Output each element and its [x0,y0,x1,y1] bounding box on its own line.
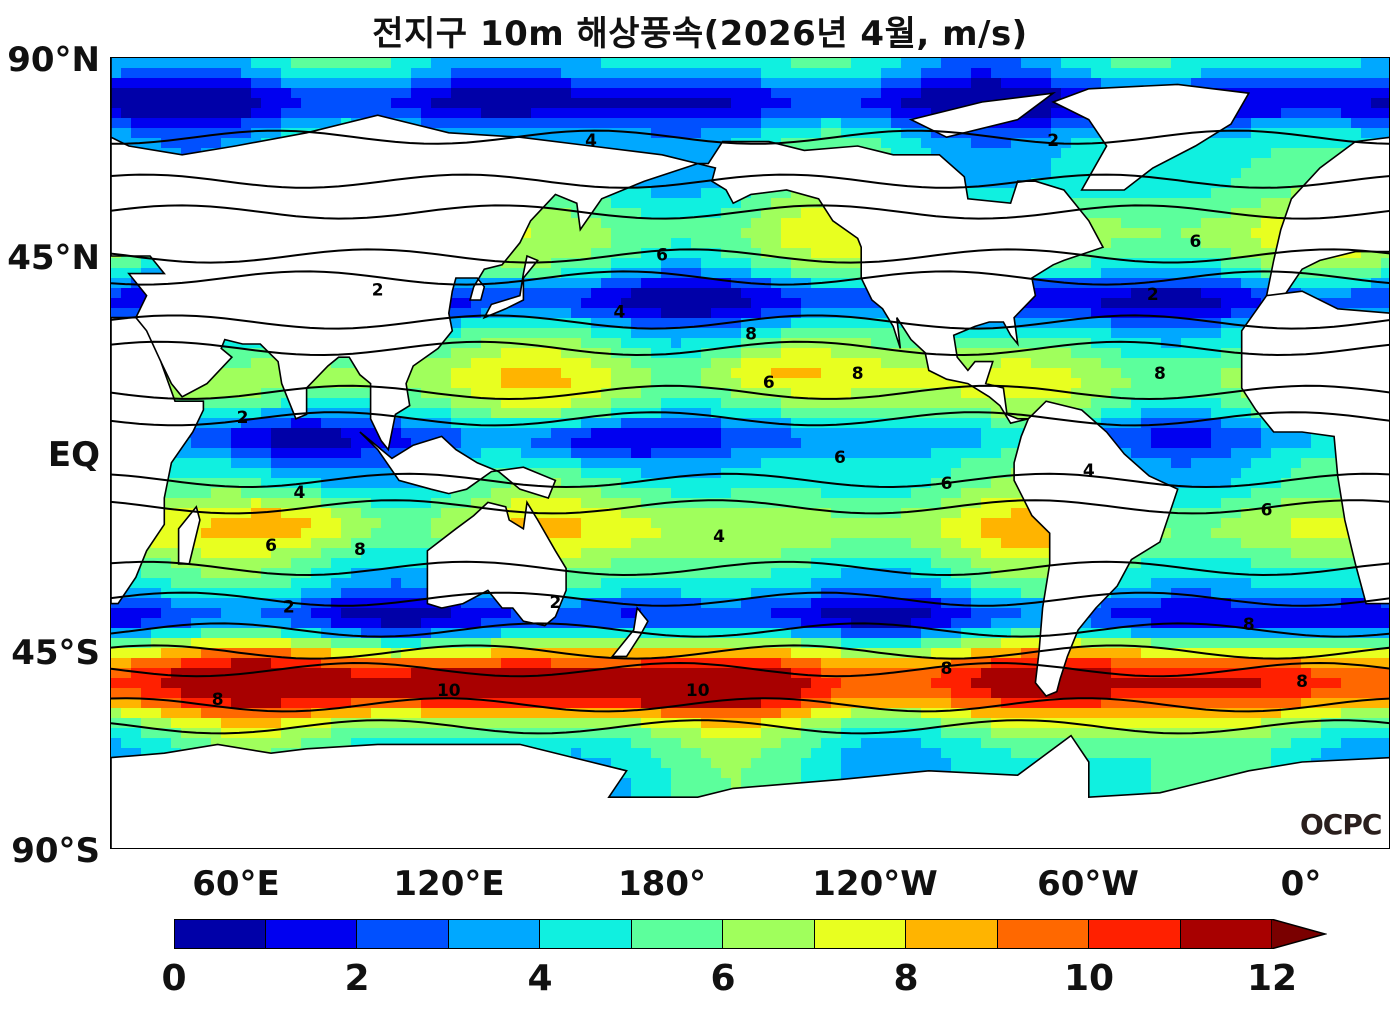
colorbar-segment [448,919,540,949]
contour-line [111,719,1389,735]
land-north-america [697,140,1105,425]
contour-label: 6 [1189,232,1201,252]
lon-label-180: 180° [618,864,706,904]
colorbar-segment [265,919,357,949]
chart-title: 전지구 10m 해상풍속(2026년 4월, m/s) [372,14,1028,54]
colorbar-tick-label: 2 [344,958,370,999]
colorbar-segment [1089,919,1181,949]
contour-line [111,622,1389,638]
contour-line [111,173,1389,189]
land-africa-west [1240,290,1389,605]
contour-label: 4 [613,303,625,323]
colorbar-tick-label: 10 [1063,958,1115,999]
contour-line [111,499,1389,515]
contour-line [111,384,1389,401]
colorbar-segment [1180,919,1272,949]
contour-line [111,270,1389,286]
land-arctic-islands [908,92,1057,139]
lat-label-eq: EQ [47,435,100,475]
contour-line [111,472,1389,489]
contour-label: 10 [686,681,710,701]
colorbar-tick-label: 4 [527,958,553,999]
colorbar-tick-label: 8 [893,958,919,999]
contour-label: 6 [1261,501,1273,521]
ocpc-logo: OCPC [1300,808,1382,841]
contour-label: 2 [237,408,249,428]
contour-label: 2 [1147,285,1159,305]
contour-line [111,204,1389,220]
colorbar-segment [540,919,632,949]
contour-line [111,560,1389,577]
contour-line [111,129,1389,145]
colorbar-segment [997,919,1089,949]
colorbar-segment [357,919,449,949]
colorbar-segment [723,919,815,949]
lon-label-120w: 120°W [812,864,938,904]
contour-label: 6 [656,245,668,265]
contour-label: 8 [745,325,757,345]
colorbar-segment [174,919,266,949]
contour-line [111,248,1389,264]
land-africa [111,316,205,605]
lat-label-45s: 45°S [11,633,100,673]
contour-line [111,340,1389,357]
lon-label-60e: 60°E [192,864,280,904]
contour-label: 4 [1083,461,1095,481]
contour-label: 2 [372,281,384,301]
contour-label: 2 [283,597,295,617]
contour-label: 8 [1154,364,1166,384]
contour-label: 4 [585,131,597,151]
land-masses [111,58,1389,848]
contour-label: 8 [212,690,224,710]
contour-label: 6 [763,373,775,393]
contour-label: 4 [713,527,725,547]
contour-label: 6 [265,536,277,556]
land-africa-eurasia [111,58,701,452]
contour-label: 2 [1047,131,1059,151]
contour-labels: 2 4 6 8 10 10 8 6 8 6 4 2 4 6 8 6 2 6 8 8 8 2 4 2 2 8 6 4 [212,131,1308,710]
land-new-zealand [610,606,649,658]
contour-label: 8 [354,540,366,560]
contour-label: 8 [1243,615,1255,635]
land-indonesia [359,431,557,499]
contour-label: 6 [941,474,953,494]
colorbar-segment [814,919,906,949]
land-japan [482,254,539,320]
contour-line [111,591,1389,607]
land-europe-west [1265,136,1389,297]
contour-line [111,661,1389,678]
colorbar-extend-arrow [1271,919,1327,949]
contour-label: 10 [437,681,461,701]
colorbar-tick-label: 0 [161,958,187,999]
contour-lines [111,129,1389,735]
colorbar-segment [906,919,998,949]
contour-label: 2 [549,593,561,613]
contour-line [111,697,1389,713]
contour-line [111,314,1389,330]
wind-speed-map: 2 4 6 8 10 10 8 6 8 6 4 2 4 6 8 6 2 6 8 8 8 2 4 2 2 8 6 4 [111,58,1389,848]
contour-line [111,411,1389,427]
colorbar-tick-label: 6 [710,958,736,999]
contour-label: 6 [834,448,846,468]
land-antarctica [111,734,1389,848]
lat-label-90n: 90°N [7,40,100,80]
contour-label: 4 [293,483,305,503]
lat-label-45n: 45°N [7,238,100,278]
colorbar-segment [631,919,723,949]
lat-label-90s: 90°S [11,831,100,871]
contour-label: 8 [1296,672,1308,692]
contour-label: 8 [852,364,864,384]
lon-label-60w: 60°W [1037,864,1139,904]
contour-label: 8 [941,659,953,679]
lon-label-0: 0° [1280,864,1322,904]
map-panel[interactable]: 2 4 6 8 10 10 8 6 8 6 4 2 4 6 8 6 2 6 8 8 8 2 4 2 2 8 6 4 [110,57,1390,849]
contour-line [111,644,1389,660]
lon-label-120e: 120°E [393,864,505,904]
colorbar-tick-label: 12 [1246,958,1298,999]
colorbar [174,919,1274,949]
